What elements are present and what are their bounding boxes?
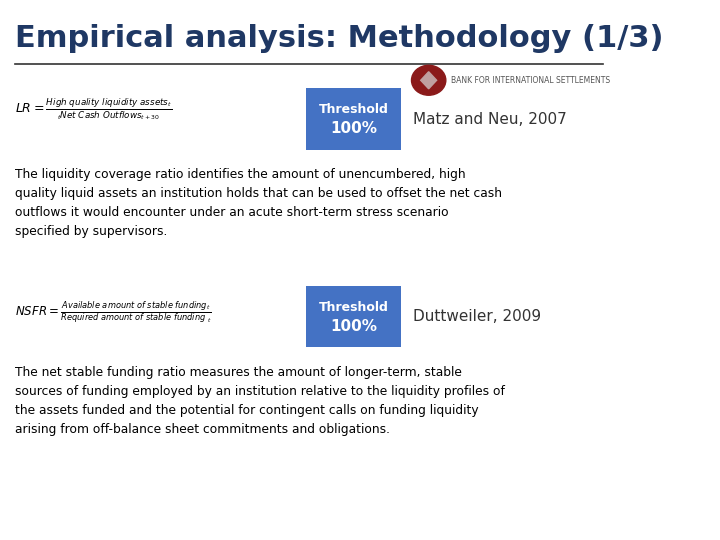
Text: $LR = \frac{High\ quality\ liquidity\ assets_t}{_tNet\ Cash\ Outflows_{t+30}}$: $LR = \frac{High\ quality\ liquidity\ as… <box>15 96 172 122</box>
FancyBboxPatch shape <box>306 286 401 348</box>
Text: 100%: 100% <box>330 319 377 334</box>
Text: The net stable funding ratio measures the amount of longer-term, stable
sources : The net stable funding ratio measures th… <box>15 366 505 436</box>
Polygon shape <box>420 72 436 89</box>
Text: BANK FOR INTERNATIONAL SETTLEMENTS: BANK FOR INTERNATIONAL SETTLEMENTS <box>451 76 611 85</box>
Text: Matz and Neu, 2007: Matz and Neu, 2007 <box>413 112 567 126</box>
Circle shape <box>412 65 446 95</box>
Text: 100%: 100% <box>330 121 377 136</box>
Text: $NSFR = \frac{Available\ amount\ of\ stable\ funding_t}{Required\ amount\ of\ st: $NSFR = \frac{Available\ amount\ of\ sta… <box>15 299 212 325</box>
FancyBboxPatch shape <box>306 88 401 150</box>
Text: Threshold: Threshold <box>319 301 389 314</box>
Text: Duttweiler, 2009: Duttweiler, 2009 <box>413 309 541 324</box>
Text: Threshold: Threshold <box>319 103 389 116</box>
Text: The liquidity coverage ratio identifies the amount of unencumbered, high
quality: The liquidity coverage ratio identifies … <box>15 168 502 239</box>
Text: Empirical analysis: Methodology (1/3): Empirical analysis: Methodology (1/3) <box>15 24 664 53</box>
